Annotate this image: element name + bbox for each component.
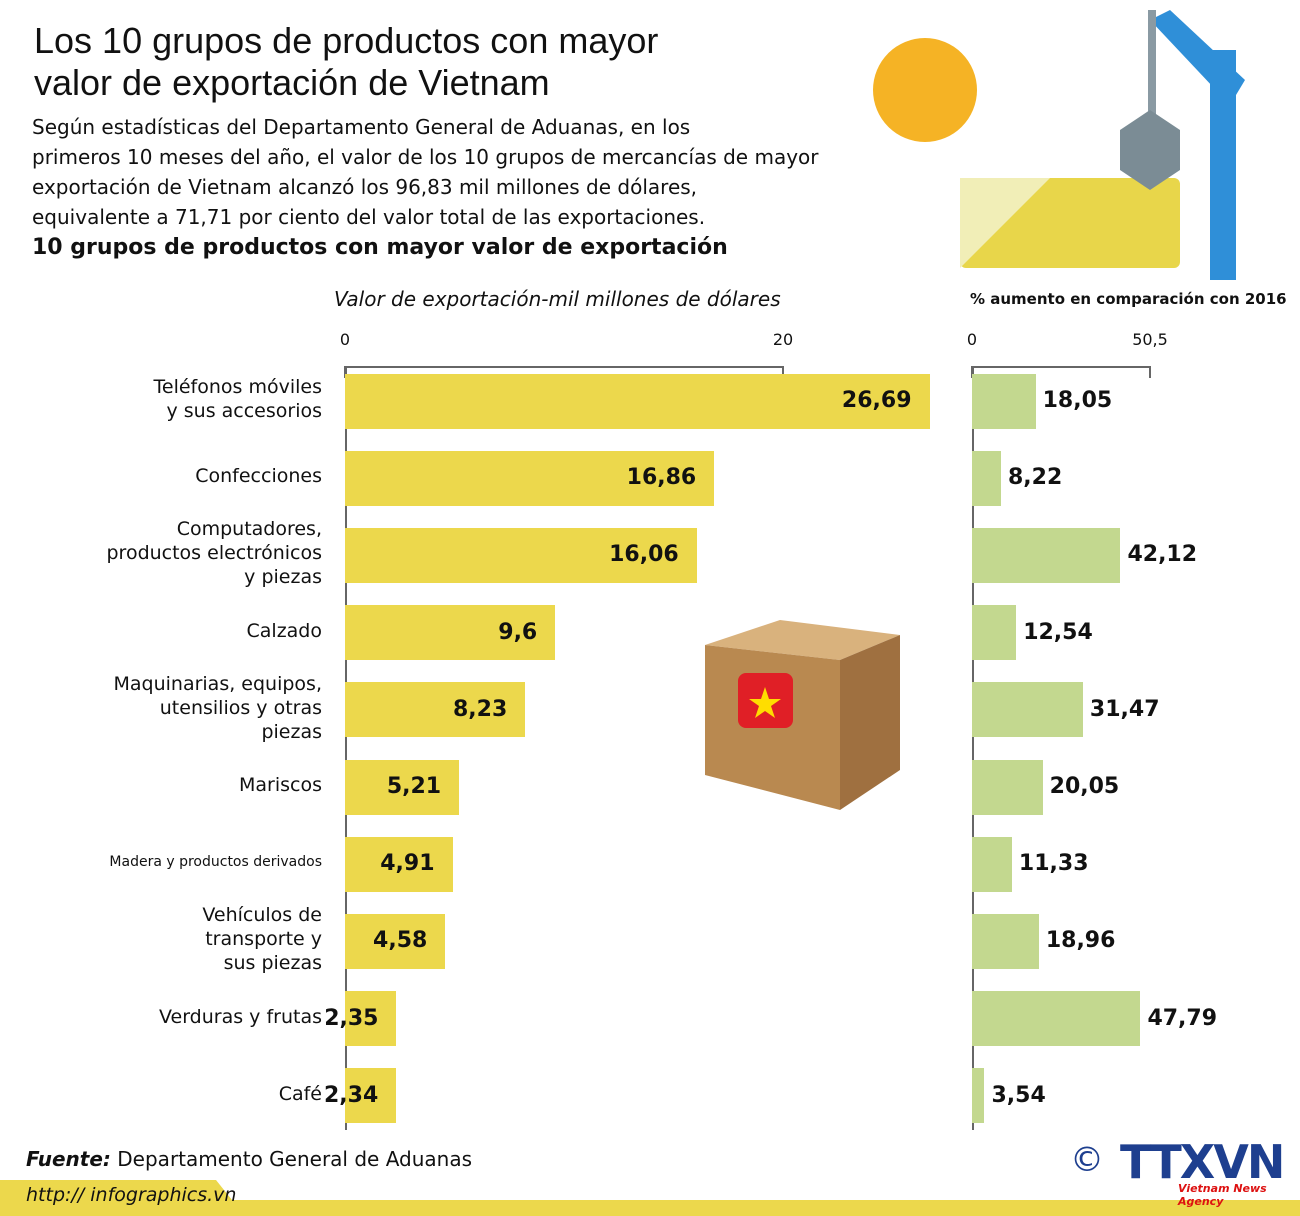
description: Según estadísticas del Departamento Gene… xyxy=(32,115,819,229)
title: Los 10 grupos de productos con mayor val… xyxy=(34,20,659,103)
category-label: Mariscos xyxy=(239,774,322,796)
url[interactable]: http:// infographics.vn xyxy=(26,1184,237,1206)
tick-mark xyxy=(782,366,784,378)
value-label: 18,05 xyxy=(1042,388,1113,413)
logo: TTXVN xyxy=(1120,1135,1285,1189)
value-label: 2,34 xyxy=(323,1082,379,1108)
axis-line xyxy=(972,366,1150,368)
tick-mark xyxy=(1149,366,1151,378)
value-label: 8,22 xyxy=(1007,465,1063,491)
value-label: 9,6 xyxy=(498,619,538,645)
category-label: Confecciones xyxy=(195,465,322,488)
bar xyxy=(972,605,1017,661)
x-tick-label: 50,5 xyxy=(1132,330,1168,349)
bar xyxy=(972,373,1036,429)
bar xyxy=(345,450,715,506)
bar xyxy=(345,373,930,429)
value-label: 8,23 xyxy=(452,696,508,722)
bar xyxy=(972,682,1083,738)
bar xyxy=(972,913,1039,969)
tick-mark xyxy=(971,366,973,378)
category-label: Calzado xyxy=(246,619,323,642)
value-label: 42,12 xyxy=(1127,542,1198,568)
x-tick-label: 20 xyxy=(772,330,794,349)
value-label: 26,69 xyxy=(841,388,912,413)
bar xyxy=(345,836,453,892)
source-text: Departamento General de Aduanas xyxy=(117,1147,472,1171)
axis-line xyxy=(972,366,974,1130)
bar xyxy=(972,991,1141,1047)
value-label: 4,91 xyxy=(380,851,435,877)
bar xyxy=(345,1068,397,1124)
value-label: 2,35 xyxy=(324,1005,379,1031)
decoration xyxy=(705,620,900,810)
category-label: Vehículos de transporte y sus piezas xyxy=(202,904,322,975)
bar xyxy=(345,991,397,1047)
value-label: 12,54 xyxy=(1023,619,1093,645)
category-label: Café xyxy=(278,1082,322,1105)
bar xyxy=(972,759,1043,815)
category-label: Teléfonos móviles y sus accesorios xyxy=(153,376,322,422)
category-label: Verduras y frutas xyxy=(158,1005,322,1028)
source: Fuente: Departamento General de Aduanas xyxy=(26,1147,472,1171)
bar xyxy=(345,759,460,815)
bar xyxy=(972,527,1121,583)
bar xyxy=(345,527,697,583)
category-label: Maquinarias, equipos, utensilios y otras… xyxy=(113,672,322,743)
url-tab xyxy=(0,1180,240,1210)
category-label: Madera y productos derivados xyxy=(109,854,322,871)
value-label: 5,21 xyxy=(386,774,442,799)
bar xyxy=(345,682,526,738)
axis-label: % aumento en comparación con 2016 xyxy=(970,290,1287,308)
value-label: 16,06 xyxy=(609,542,679,568)
tick-mark xyxy=(344,366,346,378)
value-label: 47,79 xyxy=(1147,1005,1218,1031)
footer-band xyxy=(0,1200,1300,1216)
axis-line xyxy=(345,366,347,1130)
source-label: Fuente: xyxy=(26,1147,111,1171)
value-label: 20,05 xyxy=(1049,774,1120,799)
category-label: Computadores, productos electrónicos y p… xyxy=(106,518,322,589)
value-label: 31,47 xyxy=(1089,696,1160,722)
bar xyxy=(972,836,1012,892)
value-label: 18,96 xyxy=(1045,928,1116,954)
value-label: 3,54 xyxy=(991,1082,1046,1108)
bar xyxy=(972,450,1001,506)
axis-line xyxy=(345,366,783,368)
decoration xyxy=(873,10,1245,280)
bar xyxy=(345,913,446,969)
bar xyxy=(345,605,556,661)
value-label: 11,33 xyxy=(1018,851,1089,877)
copyright: © xyxy=(1070,1140,1104,1180)
x-tick-label: 0 xyxy=(966,330,978,349)
axis-label: Valor de exportación-mil millones de dól… xyxy=(334,287,781,311)
value-label: 4,58 xyxy=(373,928,428,954)
bar xyxy=(972,1068,985,1124)
subtitle: 10 grupos de productos con mayor valor d… xyxy=(32,235,728,260)
agency: Vietnam News Agency xyxy=(1178,1182,1267,1208)
x-tick-label: 0 xyxy=(339,330,351,349)
value-label: 16,86 xyxy=(626,465,697,491)
